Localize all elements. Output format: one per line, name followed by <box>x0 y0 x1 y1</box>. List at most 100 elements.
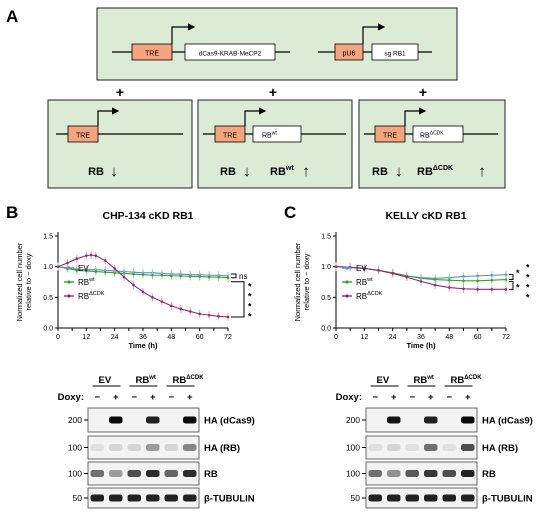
insert-box <box>252 125 302 143</box>
data-point <box>56 265 60 268</box>
tre-box <box>374 125 406 143</box>
lane-sign: + <box>150 392 156 403</box>
blot-band <box>387 470 401 477</box>
data-point <box>217 315 220 318</box>
rbdcdk-label: RBΔCDK <box>417 165 453 178</box>
legend-marker <box>345 280 349 284</box>
blot-band <box>183 494 197 502</box>
mw-marker: 100 <box>68 443 82 453</box>
insert-label: RBΔCDK <box>420 131 444 140</box>
blot-row-label: HA (RB) <box>204 443 240 454</box>
blot-strip <box>87 487 200 509</box>
plus-sign: + <box>419 84 427 100</box>
data-point <box>75 269 79 272</box>
panel-c-letter: C <box>284 203 296 222</box>
rbwt-label: RBwt <box>270 165 294 178</box>
blot-strip <box>365 407 478 433</box>
blot-row-label: HA (dCas9) <box>204 416 255 427</box>
data-point <box>419 280 423 283</box>
x-tick-label: 72 <box>502 334 510 341</box>
rb-label: RB <box>88 166 104 178</box>
blot-band <box>405 470 419 477</box>
blot-band <box>109 494 123 502</box>
blot-strip <box>365 461 478 486</box>
y-tick-label: 1.5 <box>43 234 53 241</box>
blot-band <box>146 444 160 451</box>
blot-band <box>387 444 401 451</box>
data-point <box>122 275 126 279</box>
lane-sign: + <box>428 392 434 403</box>
legend-label: RBwt <box>356 277 373 287</box>
blot-row-label: HA (dCas9) <box>482 416 533 427</box>
promoter-arrow-icon <box>404 107 427 126</box>
tre-label: TRE <box>223 133 237 140</box>
insert-label: RBwt <box>262 131 277 140</box>
data-point <box>462 275 465 278</box>
lane-sign: − <box>372 392 378 403</box>
blot-strip <box>87 435 200 460</box>
lane-sign: + <box>113 392 119 403</box>
legend-marker <box>67 266 71 270</box>
up-arrow-icon: ↑ <box>302 163 310 180</box>
blot-strip <box>365 435 478 460</box>
data-point <box>476 288 479 291</box>
data-point <box>207 275 211 279</box>
blot-strip <box>87 407 200 433</box>
panel-c-chart: KELLY cKD RB1 Normalized cell numberrelat… <box>293 210 530 350</box>
y-tick-label: 1.0 <box>321 264 331 271</box>
legend-label: RBΔCDK <box>356 291 383 301</box>
panel-b-chart: CHP-134 cKD RB1 Normalized cell numberrel… <box>15 210 252 350</box>
data-point <box>226 276 230 280</box>
lane-sign: − <box>409 392 415 403</box>
significance-ns: ns <box>239 272 247 281</box>
significance-star: * <box>516 282 520 292</box>
blot-band <box>164 470 178 477</box>
blot-band <box>387 494 401 502</box>
blot-band <box>146 416 160 424</box>
blot-band <box>146 494 160 502</box>
promoter-arrow-icon <box>362 23 386 44</box>
lane-sign: + <box>465 392 471 403</box>
blot-band <box>127 494 141 502</box>
doxy-label: Doxy: <box>336 392 362 403</box>
data-point <box>433 278 437 281</box>
significance-star: * <box>516 268 520 278</box>
panel-a-ev-construct: TRE RB ↓ <box>47 99 193 189</box>
significance-bracket <box>509 274 514 281</box>
panel-a-rbwt-construct: TRE RBwt RB ↓ RBwt ↑ <box>197 99 353 189</box>
blot-band <box>387 416 401 424</box>
tre-box <box>67 125 99 143</box>
blot-band <box>146 470 160 477</box>
blot-band <box>109 444 123 451</box>
blot-band <box>127 470 141 477</box>
blot-band <box>461 444 475 451</box>
lane-sign: − <box>94 392 100 403</box>
x-axis-label: Time (h) <box>128 341 158 350</box>
blot-strip <box>365 487 478 509</box>
data-point <box>198 312 201 316</box>
blot-strip <box>87 461 200 486</box>
x-tick-label: 36 <box>417 334 425 341</box>
y-tick-label: 0.0 <box>321 326 331 333</box>
significance-bracket <box>231 281 245 318</box>
data-point <box>66 261 69 265</box>
data-point <box>207 313 211 317</box>
sg-label: sg RB1 <box>384 51 406 58</box>
data-point <box>217 275 220 279</box>
data-point <box>433 283 437 287</box>
significance-bracket <box>231 273 237 279</box>
blot-band <box>405 494 419 502</box>
plus-sign: + <box>116 84 124 100</box>
data-point <box>188 310 192 313</box>
data-point <box>462 287 465 291</box>
data-point <box>85 269 88 273</box>
mw-marker: 50 <box>73 493 83 503</box>
lane-sign: + <box>391 392 397 403</box>
x-tick-label: 60 <box>474 334 482 341</box>
down-arrow-icon: ↓ <box>243 163 251 180</box>
significance-bracket <box>522 273 525 292</box>
legend-label: RBwt <box>78 277 95 287</box>
blot-band <box>461 494 475 502</box>
